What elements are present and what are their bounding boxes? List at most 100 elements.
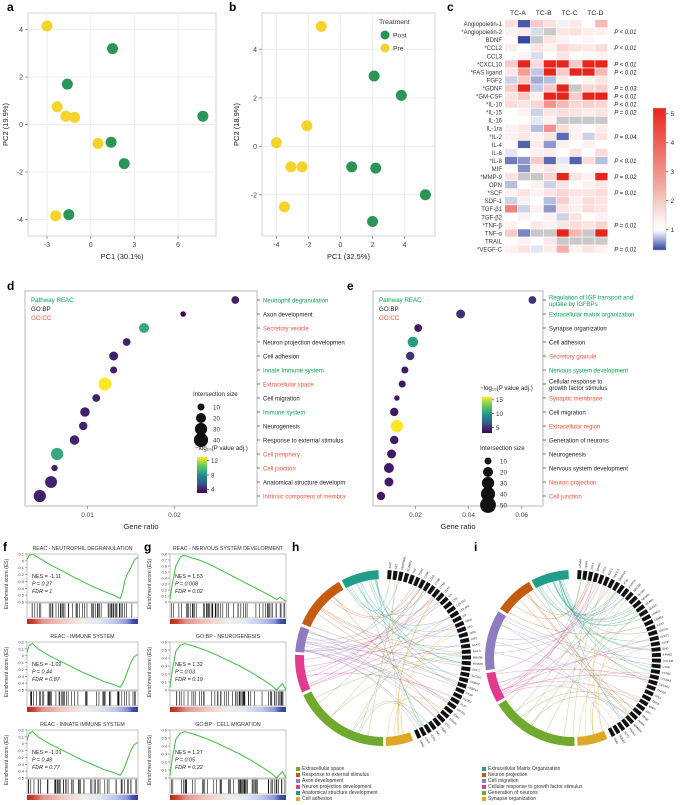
svg-text:20: 20	[213, 415, 220, 422]
svg-text:0.5: 0.5	[161, 648, 167, 653]
svg-text:IL-6: IL-6	[492, 151, 503, 157]
svg-text:-0.2: -0.2	[17, 667, 25, 672]
svg-text:NES = 1.27: NES = 1.27	[175, 750, 203, 756]
svg-text:Neurogenesis: Neurogenesis	[549, 452, 586, 458]
panel-c-heatmap: TC-A TC-B TC-C TC-D Angiopoietin-1 *Angiopoie…	[440, 0, 685, 285]
svg-text:0.1: 0.1	[161, 768, 167, 773]
svg-text:0: 0	[253, 144, 257, 151]
svg-text:Cell junction: Cell junction	[549, 494, 582, 500]
svg-text:NEGR1: NEGR1	[641, 592, 651, 602]
svg-text:0.2: 0.2	[18, 640, 24, 645]
svg-text:CP: CP	[462, 613, 467, 618]
svg-text:Extracellular region: Extracellular region	[549, 424, 600, 430]
svg-text:TC-D: TC-D	[587, 10, 603, 17]
svg-text:*IL-15: *IL-15	[486, 111, 503, 117]
svg-text:QSOX1: QSOX1	[456, 707, 467, 716]
svg-text:0.02: 0.02	[168, 512, 181, 519]
svg-text:P = 0.02: P = 0.02	[614, 111, 637, 117]
chord-legend-item: Extracellular Matrix Organization	[482, 766, 583, 772]
svg-text:FDR = 0.87: FDR = 0.87	[32, 677, 61, 683]
pca-chart-b: -4 -2 0 2 4 -2 0 2 4 PC1 (32.5%) PC2 (18.9%) Treatm…	[232, 12, 436, 261]
svg-text:Enrichment score (ES): Enrichment score (ES)	[4, 735, 10, 786]
svg-text:*MMP-9: *MMP-9	[480, 175, 502, 181]
svg-text:PLTP: PLTP	[459, 702, 467, 709]
svg-text:4: 4	[19, 27, 23, 34]
svg-text:CCL3: CCL3	[487, 54, 503, 60]
legend-label: Synapse organization	[488, 796, 537, 802]
svg-text:-0.3: -0.3	[17, 762, 25, 767]
svg-text:CYR61: CYR61	[661, 671, 671, 676]
svg-text:-0.1: -0.1	[17, 660, 25, 665]
svg-text:FDR = 1: FDR = 1	[32, 589, 52, 595]
svg-text:COL6A1: COL6A1	[660, 676, 672, 682]
svg-text:Intrinsic component of membran: Intrinsic component of membrane	[263, 494, 345, 500]
svg-text:Cell periphery: Cell periphery	[263, 452, 300, 458]
svg-text:0.2: 0.2	[161, 588, 167, 593]
svg-text:SPON1: SPON1	[628, 727, 637, 737]
svg-text:*GDNF: *GDNF	[483, 86, 503, 92]
svg-text:-0.5: -0.5	[17, 593, 25, 598]
svg-text:CFB: CFB	[452, 596, 459, 603]
panel-f-gsea: REAC - NEUTROPHIL DEGRANULATION 0.1 0 -0.1-…	[0, 540, 143, 805]
svg-text:ROBO2: ROBO2	[618, 734, 627, 745]
svg-text:*CXCL10: *CXCL10	[477, 62, 503, 68]
svg-text:TGF-β1: TGF-β1	[481, 207, 502, 213]
svg-text:VEGFA: VEGFA	[648, 603, 658, 611]
panel-letter-b: b	[229, 0, 237, 14]
panel-i-chord: LAMA4 TIMP1 THY1 SPARC STC2 SOD1 SMOC1 SEMA3A PT…	[468, 540, 685, 765]
svg-text:0.2: 0.2	[161, 760, 167, 765]
svg-text:0.4: 0.4	[161, 744, 167, 749]
svg-text:SET: SET	[394, 563, 399, 569]
legend-swatch	[482, 772, 486, 777]
svg-text:REAC - IMMUNE SYSTEM: REAC - IMMUNE SYSTEM	[50, 634, 114, 640]
svg-text:0.8: 0.8	[161, 552, 167, 557]
svg-text:*FAS ligand: *FAS ligand	[471, 70, 502, 76]
svg-text:Regulation of IGF transport an: Regulation of IGF transport and	[549, 296, 633, 302]
svg-text:3: 3	[671, 169, 675, 176]
svg-text:0.5: 0.5	[161, 570, 167, 575]
svg-text:0: 0	[19, 122, 23, 129]
svg-text:*SCF: *SCF	[488, 191, 503, 197]
panel-letter-e: e	[347, 279, 354, 293]
svg-text:-0.5: -0.5	[17, 776, 25, 781]
legend-label: Response to external stimulus	[302, 772, 369, 778]
svg-text:COL1A1: COL1A1	[455, 598, 466, 608]
svg-text:0.5: 0.5	[161, 736, 167, 741]
svg-text:TKT: TKT	[412, 567, 418, 574]
svg-text:NES = -1.11: NES = -1.11	[32, 574, 61, 580]
svg-text:-0.5: -0.5	[17, 688, 25, 693]
svg-text:HIP1: HIP1	[471, 636, 478, 641]
svg-text:GO:BP - CELL MIGRATION: GO:BP - CELL MIGRATION	[195, 722, 261, 728]
svg-text:LAMA4: LAMA4	[578, 559, 583, 569]
svg-text:Immune system: Immune system	[263, 410, 305, 416]
svg-text:Axon development: Axon development	[263, 312, 313, 318]
svg-text:P < 0.01: P < 0.01	[614, 159, 636, 165]
svg-text:PC1 (30.1%): PC1 (30.1%)	[101, 252, 144, 261]
chord-diagram-i: LAMA4 TIMP1 THY1 SPARC STC2 SOD1SMOC1SEMA3APT…	[485, 559, 674, 746]
svg-text:0.04: 0.04	[462, 512, 475, 519]
svg-text:Neutrophil degranulation: Neutrophil degranulation	[263, 298, 328, 304]
svg-text:IL-4: IL-4	[492, 143, 503, 149]
svg-text:SPARC: SPARC	[595, 562, 601, 572]
svg-text:P = 0.01: P = 0.01	[614, 247, 636, 253]
svg-text:TC-C: TC-C	[561, 10, 577, 17]
svg-text:40: 40	[213, 437, 220, 444]
svg-text:*TNF-β: *TNF-β	[483, 223, 503, 229]
svg-text:2: 2	[19, 75, 23, 82]
svg-text:-0.6: -0.6	[17, 600, 25, 605]
svg-text:FGF2: FGF2	[487, 78, 503, 84]
legend-swatch	[296, 772, 300, 777]
svg-text:TGM2: TGM2	[417, 567, 424, 576]
svg-text:TRAIL: TRAIL	[485, 239, 503, 245]
gsea-plots-g: REAC - NERVOUS SYSTEM DEVELOPMENT0.80.70…	[147, 546, 287, 800]
svg-text:COL5A2: COL5A2	[659, 682, 671, 689]
svg-text:FN1: FN1	[467, 624, 474, 630]
svg-text:REAC - INNATE IMMUNE SYSTEM: REAC - INNATE IMMUNE SYSTEM	[40, 722, 125, 728]
svg-text:P = 0.27: P = 0.27	[32, 582, 53, 588]
svg-text:P < 0.01: P < 0.01	[614, 62, 636, 68]
svg-text:-4: -4	[17, 217, 23, 224]
svg-text:1: 1	[671, 227, 675, 234]
svg-text:-0.1: -0.1	[17, 565, 25, 570]
svg-text:FKBP14: FKBP14	[467, 685, 479, 692]
svg-text:Synaptic membrane: Synaptic membrane	[549, 396, 603, 402]
